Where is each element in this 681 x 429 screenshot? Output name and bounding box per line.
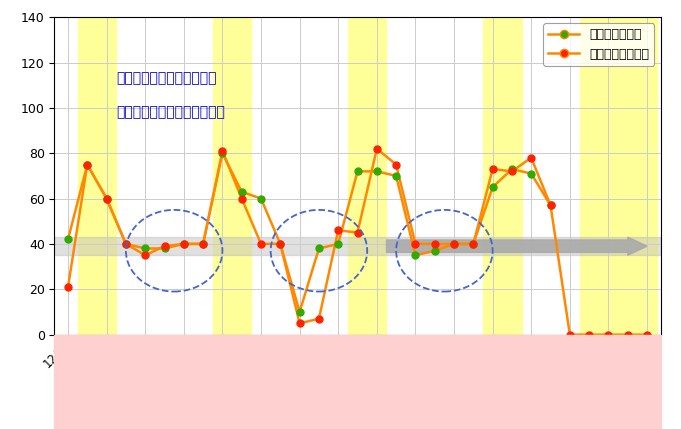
- ディズニーランド: [565, 331, 575, 338]
- ディズニーシー: [371, 168, 382, 175]
- ディズニーシー: [197, 241, 208, 248]
- ディズニーランド: [584, 331, 595, 338]
- ディズニーランド: [159, 243, 170, 250]
- ディズニーシー: [468, 241, 479, 248]
- ディズニーシー: [352, 168, 363, 175]
- ディズニーシー: [449, 241, 460, 248]
- Text: 平日と休日の差が濃しく、: 平日と休日の差が濃しく、: [116, 71, 217, 85]
- ディズニーシー: [275, 241, 286, 248]
- ディズニーランド: [545, 202, 556, 209]
- ディズニーランド: [333, 227, 344, 234]
- ディズニーランド: [449, 241, 460, 248]
- ディズニーランド: [217, 148, 228, 154]
- Bar: [483, 17, 522, 335]
- Bar: [348, 17, 387, 335]
- ディズニーランド: [197, 241, 208, 248]
- ディズニーランド: [526, 154, 537, 161]
- Bar: [618, 17, 656, 335]
- Bar: [580, 17, 618, 335]
- ディズニーシー: [82, 161, 93, 168]
- Bar: [212, 17, 251, 335]
- ディズニーランド: [429, 241, 440, 248]
- ディズニーランド: [255, 241, 266, 248]
- ディズニーシー: [545, 202, 556, 209]
- Legend: ディズニーシー, ディズニーランド: ディズニーシー, ディズニーランド: [543, 24, 654, 66]
- ディズニーランド: [101, 195, 112, 202]
- ディズニーランド: [468, 241, 479, 248]
- ディズニーランド: [140, 252, 151, 259]
- ディズニーランド: [371, 145, 382, 152]
- X-axis label: ディズニー・クリスマス（ランド＆シー）: ディズニー・クリスマス（ランド＆シー）: [278, 381, 437, 395]
- ディズニーランド: [275, 241, 286, 248]
- ディズニーシー: [391, 172, 402, 179]
- ディズニーランド: [603, 331, 614, 338]
- Text: 平日は比較的混雑は緩和傾向: 平日は比較的混雑は緩和傾向: [116, 106, 225, 119]
- ディズニーシー: [121, 241, 131, 248]
- ディズニーランド: [622, 331, 633, 338]
- ディズニーランド: [642, 331, 652, 338]
- Bar: [78, 17, 116, 335]
- ディズニーランド: [391, 161, 402, 168]
- ディズニーシー: [429, 247, 440, 254]
- ディズニーランド: [294, 320, 305, 327]
- ディズニーランド: [507, 168, 518, 175]
- ディズニーシー: [101, 195, 112, 202]
- ディズニーシー: [140, 245, 151, 252]
- ディズニーランド: [82, 161, 93, 168]
- ディズニーシー: [294, 308, 305, 315]
- ディズニーランド: [410, 241, 421, 248]
- ディズニーランド: [121, 241, 131, 248]
- ディズニーシー: [333, 241, 344, 248]
- ディズニーランド: [487, 166, 498, 172]
- ディズニーシー: [159, 245, 170, 252]
- ディズニーシー: [236, 188, 247, 195]
- ディズニーシー: [63, 236, 74, 243]
- FancyArrow shape: [387, 237, 647, 255]
- ディズニーランド: [352, 229, 363, 236]
- ディズニーシー: [178, 241, 189, 248]
- ディズニーシー: [313, 245, 324, 252]
- ディズニーランド: [313, 315, 324, 322]
- ディズニーシー: [410, 252, 421, 259]
- Bar: [54, 237, 661, 255]
- ディズニーシー: [526, 170, 537, 177]
- ディズニーランド: [178, 241, 189, 248]
- ディズニーランド: [236, 195, 247, 202]
- ディズニーシー: [507, 166, 518, 172]
- ディズニーランド: [63, 284, 74, 290]
- ディズニーシー: [255, 195, 266, 202]
- ディズニーシー: [487, 184, 498, 190]
- ディズニーシー: [217, 150, 228, 157]
